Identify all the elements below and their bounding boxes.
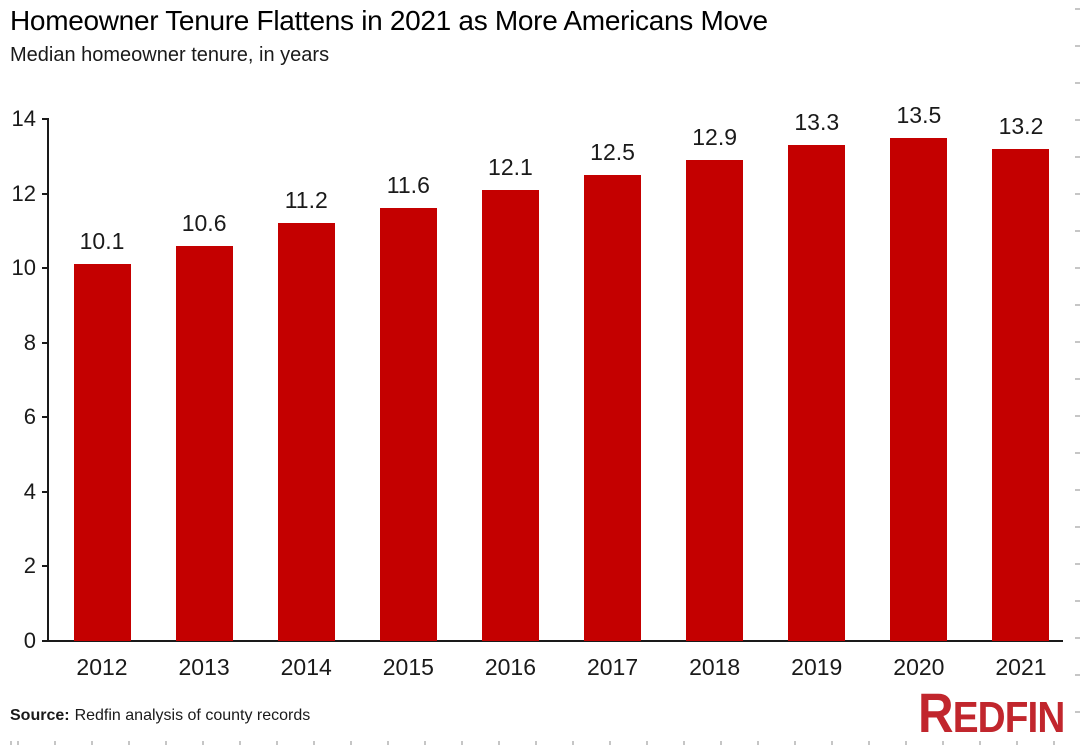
- bar-2018: [686, 160, 744, 641]
- redfin-logo-letter-r: R: [917, 681, 954, 744]
- bar-value-label: 12.9: [692, 124, 738, 150]
- x-axis-label: 2018: [689, 654, 741, 680]
- bar-value-label: 12.5: [590, 138, 635, 165]
- bar-value-label: 11.6: [386, 172, 430, 199]
- edge-tick-artifacts-bottom: [0, 741, 1080, 745]
- y-axis-line: [47, 118, 49, 641]
- x-axis-label: 2019: [791, 654, 843, 680]
- y-axis-tick: [42, 267, 49, 270]
- y-axis-label: 10: [11, 255, 36, 281]
- x-axis-label: 2014: [280, 654, 332, 680]
- y-axis-tick: [42, 416, 49, 419]
- source-note: Source: Redfin analysis of county records: [10, 707, 310, 725]
- bar-2014: [277, 223, 335, 641]
- bar-2017: [584, 174, 642, 641]
- bar-2012: [73, 264, 131, 641]
- redfin-logo: REDFIN: [918, 685, 1065, 742]
- edge-tick-artifacts-right: [1075, 8, 1080, 745]
- y-axis-label: 0: [23, 628, 36, 653]
- y-axis-tick: [42, 565, 49, 568]
- bar-value-label: 13.3: [794, 109, 840, 136]
- x-axis-line: [42, 640, 1063, 642]
- bar-value-label: 13.5: [896, 101, 942, 128]
- x-axis-label: 2017: [586, 654, 639, 680]
- x-axis-label: 2016: [484, 654, 537, 680]
- chart-title: Homeowner Tenure Flattens in 2021 as Mor…: [10, 5, 768, 36]
- x-axis-label: 2020: [893, 654, 945, 680]
- source-label: Source:: [10, 707, 70, 724]
- y-axis-label: 4: [23, 478, 36, 504]
- bar-2020: [890, 137, 948, 641]
- bar-value-label: 11.2: [284, 187, 328, 214]
- bar-2021: [992, 148, 1050, 641]
- y-axis-label: 12: [11, 180, 36, 206]
- source-text: Redfin analysis of county records: [74, 707, 311, 724]
- y-axis-label: 14: [11, 106, 36, 131]
- y-axis-label: 6: [23, 404, 36, 430]
- x-axis-label: 2021: [995, 654, 1047, 680]
- bar-2013: [175, 245, 233, 641]
- x-axis-label: 2012: [76, 654, 128, 680]
- y-axis-tick: [42, 192, 49, 195]
- x-axis-label: 2013: [178, 654, 230, 680]
- y-axis-label: 8: [23, 329, 36, 355]
- bar-value-label: 10.1: [79, 228, 125, 255]
- y-axis-tick: [42, 341, 49, 344]
- redfin-logo-letters-edfin: EDFIN: [952, 693, 1065, 742]
- bar-value-label: 12.1: [488, 153, 533, 180]
- x-axis-label: 2015: [382, 654, 434, 680]
- bar-2015: [379, 208, 437, 641]
- bar-2019: [788, 145, 846, 641]
- chart-subtitle: Median homeowner tenure, in years: [10, 44, 330, 66]
- y-axis-label: 2: [23, 553, 36, 579]
- bar-value-label: 10.6: [181, 209, 227, 236]
- bar-2016: [481, 189, 539, 641]
- y-axis-tick: [42, 118, 49, 120]
- y-axis-tick: [42, 490, 49, 493]
- bar-value-label: 13.2: [998, 112, 1044, 139]
